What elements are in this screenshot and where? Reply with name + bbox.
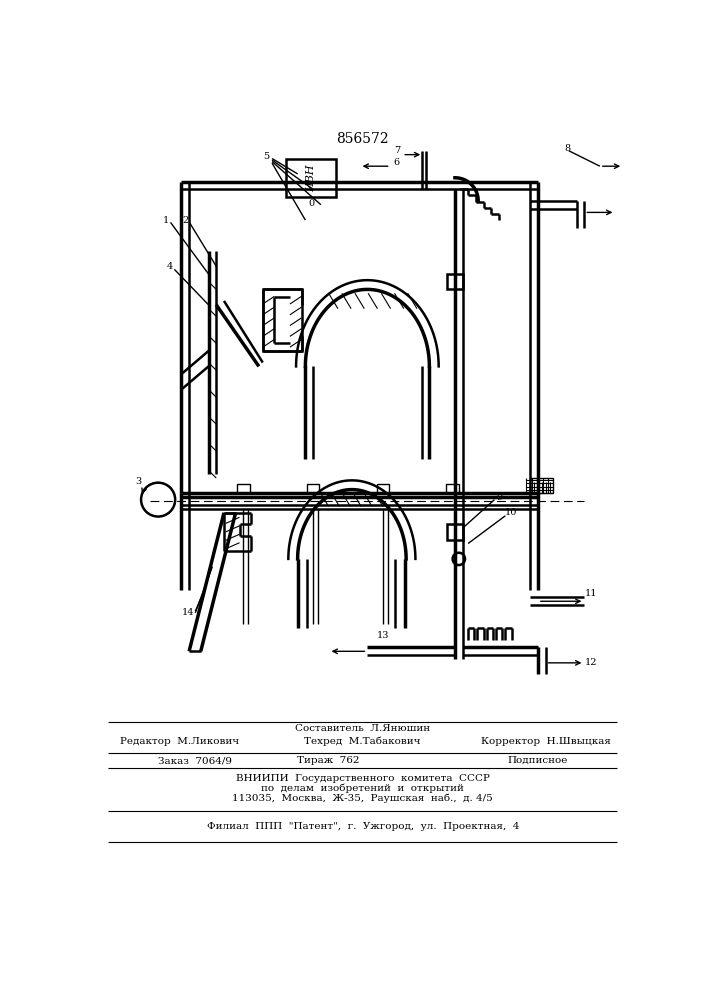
Bar bbox=[237, 484, 250, 493]
Text: 10: 10 bbox=[505, 508, 517, 517]
Text: 7: 7 bbox=[394, 146, 400, 155]
Text: 4: 4 bbox=[167, 262, 173, 271]
Text: 5: 5 bbox=[264, 152, 269, 161]
Text: 12: 12 bbox=[584, 658, 597, 667]
Text: 13: 13 bbox=[377, 631, 389, 640]
Text: Филиал  ППП  "Патент",  г.  Ужгород,  ул.  Проектная,  4: Филиал ППП "Патент", г. Ужгород, ул. Про… bbox=[206, 822, 519, 831]
Text: 2: 2 bbox=[182, 216, 188, 225]
Text: 6: 6 bbox=[394, 158, 400, 167]
Bar bbox=[448, 524, 462, 540]
Text: 9: 9 bbox=[496, 493, 502, 502]
Bar bbox=[530, 478, 554, 493]
Text: по  делам  изобретений  и  открытий: по делам изобретений и открытий bbox=[262, 784, 464, 793]
Text: 1: 1 bbox=[163, 216, 169, 225]
Text: Составитель  Л.Янюшин: Составитель Л.Янюшин bbox=[295, 724, 431, 733]
Text: Подписное: Подписное bbox=[508, 756, 568, 765]
Bar bbox=[263, 289, 301, 351]
Text: ВНИИПИ  Государственного  комитета  СССР: ВНИИПИ Государственного комитета СССР bbox=[236, 774, 490, 783]
Text: 11: 11 bbox=[584, 589, 597, 598]
Text: Корректор  Н.Швыцкая: Корректор Н.Швыцкая bbox=[481, 737, 611, 746]
Text: 0: 0 bbox=[308, 199, 315, 208]
Bar bbox=[307, 484, 320, 493]
Bar bbox=[286, 158, 337, 197]
Text: 14: 14 bbox=[181, 608, 194, 617]
Text: ИВН: ИВН bbox=[307, 164, 317, 192]
Text: Техред  М.Табакович: Техред М.Табакович bbox=[305, 737, 421, 746]
Bar bbox=[446, 484, 459, 493]
Text: 113035,  Москва,  Ж-35,  Раушская  наб.,  д. 4/5: 113035, Москва, Ж-35, Раушская наб., д. … bbox=[233, 794, 493, 803]
Text: Заказ  7064/9: Заказ 7064/9 bbox=[158, 756, 232, 765]
Text: Редактор  М.Ликович: Редактор М.Ликович bbox=[120, 737, 240, 746]
Bar bbox=[448, 274, 462, 289]
Text: 3: 3 bbox=[136, 477, 142, 486]
Text: 856572: 856572 bbox=[337, 132, 389, 146]
Text: Тираж  762: Тираж 762 bbox=[298, 756, 360, 765]
Text: 8: 8 bbox=[564, 144, 571, 153]
Bar bbox=[377, 484, 389, 493]
